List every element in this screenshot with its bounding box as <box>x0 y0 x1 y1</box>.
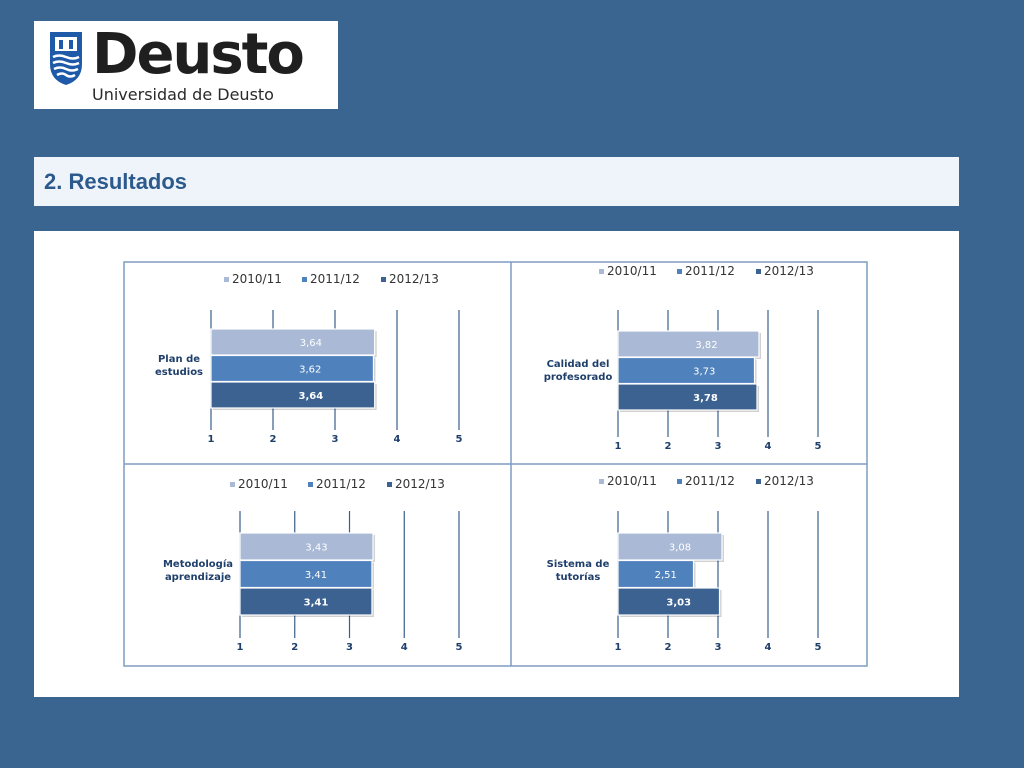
legend-label: 2010/11 <box>232 272 282 286</box>
bar-data-label: 3,82 <box>695 340 717 351</box>
x-tick-label: 1 <box>615 642 622 653</box>
legend-label: 2011/12 <box>316 477 366 491</box>
bar <box>239 559 373 589</box>
chart-3: 2010/11 2011/12 2012/13 1 2 3 4 5 3,43 3,41 3,41 Me… <box>163 477 463 653</box>
legend-swatch <box>599 479 604 484</box>
bar-data-label: 3,41 <box>305 570 327 581</box>
legend-label: 2012/13 <box>389 272 439 286</box>
legend-swatch <box>599 269 604 274</box>
section-title-bar: 2. Resultados <box>34 157 959 206</box>
x-tick-label: 4 <box>394 434 401 445</box>
legend-label: 2010/11 <box>607 264 657 278</box>
legend-label: 2010/11 <box>238 477 288 491</box>
legend-label: 2011/12 <box>685 264 735 278</box>
bar <box>210 381 376 409</box>
x-tick-label: 2 <box>291 642 298 653</box>
legend-label: 2012/13 <box>395 477 445 491</box>
bar-data-label: 3,41 <box>304 598 329 609</box>
legend-swatch <box>224 277 229 282</box>
logo-wordmark: Deusto <box>92 22 305 87</box>
category-label: tutorías <box>556 571 601 583</box>
page-title: 2. Resultados <box>44 169 188 194</box>
legend-label: 2012/13 <box>764 264 814 278</box>
legend-swatch <box>381 277 386 282</box>
x-tick-label: 3 <box>715 642 722 653</box>
shield-icon <box>50 32 82 85</box>
x-tick-label: 4 <box>765 441 772 452</box>
bar <box>617 587 721 616</box>
bar-data-label: 3,03 <box>666 598 691 609</box>
x-tick-label: 2 <box>665 642 672 653</box>
legend-swatch <box>230 482 235 487</box>
bar <box>617 559 695 589</box>
legend-swatch <box>308 482 313 487</box>
legend-label: 2010/11 <box>607 474 657 488</box>
x-tick-label: 3 <box>332 434 339 445</box>
category-label: Calidad del <box>547 359 610 370</box>
category-label: Metodología <box>163 558 233 570</box>
category-label: aprendizaje <box>165 572 231 583</box>
legend-swatch <box>677 269 682 274</box>
bar-data-label: 3,78 <box>693 393 718 404</box>
x-tick-label: 3 <box>346 642 353 653</box>
x-tick-label: 2 <box>270 434 277 445</box>
bar <box>617 356 756 385</box>
bar <box>239 532 374 561</box>
chart-1: 2010/11 2011/12 2012/13 1 2 3 4 5 3,64 3,62 3,64 Pl… <box>155 272 463 445</box>
bar <box>239 587 373 616</box>
bar <box>617 532 723 561</box>
bar <box>210 354 375 383</box>
x-tick-label: 1 <box>208 434 215 445</box>
category-label: Plan de <box>158 354 200 365</box>
logo-subtitle: Universidad de Deusto <box>92 85 274 104</box>
legend-swatch <box>677 479 682 484</box>
legend-label: 2011/12 <box>310 272 360 286</box>
category-label: profesorado <box>544 372 613 383</box>
chart-4: 2010/11 2011/12 2012/13 1 2 3 4 5 3,08 2,51 3,03 Si… <box>547 474 822 653</box>
x-tick-label: 5 <box>456 434 463 445</box>
category-label: estudios <box>155 367 203 378</box>
legend-label: 2011/12 <box>685 474 735 488</box>
x-tick-label: 5 <box>815 642 822 653</box>
x-tick-label: 5 <box>815 441 822 452</box>
legend-swatch <box>756 269 761 274</box>
legend-label: 2012/13 <box>764 474 814 488</box>
x-tick-label: 3 <box>715 441 722 452</box>
x-tick-label: 1 <box>237 642 244 653</box>
charts-panel: 2010/11 2011/12 2012/13 1 2 3 4 5 3,64 3,62 3,64 Pl… <box>34 231 959 697</box>
x-tick-label: 4 <box>401 642 408 653</box>
x-tick-label: 5 <box>456 642 463 653</box>
category-label: Sistema de <box>547 559 610 570</box>
bar-data-label: 3,73 <box>693 367 715 378</box>
x-tick-label: 4 <box>765 642 772 653</box>
bar <box>210 328 376 356</box>
bar-data-label: 2,51 <box>655 570 677 581</box>
chart-2: 2010/11 2011/12 2012/13 1 2 3 4 5 3,82 3,73 3,78 Ca… <box>544 264 822 452</box>
bar-data-label: 3,64 <box>298 391 323 402</box>
bar-data-label: 3,43 <box>305 543 327 554</box>
bar <box>617 383 758 411</box>
x-tick-label: 2 <box>665 441 672 452</box>
x-tick-label: 1 <box>615 441 622 452</box>
bar-data-label: 3,62 <box>299 365 321 376</box>
bar-data-label: 3,08 <box>669 543 691 554</box>
deusto-logo: Deusto Universidad de Deusto <box>34 21 338 109</box>
bar-data-label: 3,64 <box>300 338 322 349</box>
legend-swatch <box>756 479 761 484</box>
legend-swatch <box>302 277 307 282</box>
bar <box>617 330 760 358</box>
charts-canvas: 2010/11 2011/12 2012/13 1 2 3 4 5 3,64 3,62 3,64 Pl… <box>123 261 868 667</box>
legend-swatch <box>387 482 392 487</box>
